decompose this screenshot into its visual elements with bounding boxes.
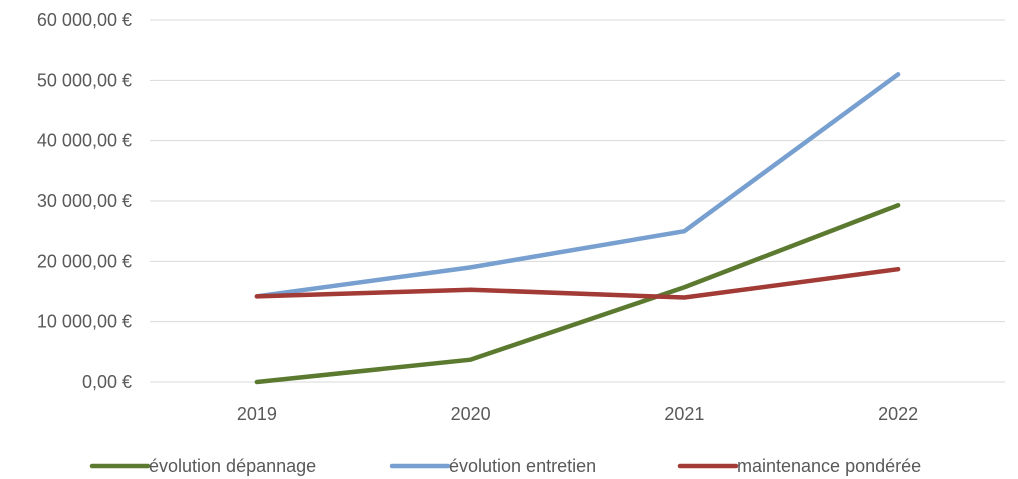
y-tick-label: 60 000,00 €	[37, 10, 132, 30]
y-tick-label: 20 000,00 €	[37, 251, 132, 271]
series-line-2	[254, 72, 901, 299]
legend-label: maintenance pondérée	[737, 456, 921, 476]
legend-label: évolution dépannage	[149, 456, 316, 476]
legend-label: évolution entretien	[449, 456, 596, 476]
x-tick-label: 2020	[451, 404, 491, 424]
x-tick-label: 2019	[237, 404, 277, 424]
y-axis-ticks: 0,00 € 10 000,00 € 20 000,00 € 30 000,00 € 4…	[37, 10, 132, 392]
series-lines	[254, 72, 901, 385]
legend: évolution dépannage évolution entretien ma…	[89, 456, 921, 476]
gridlines	[150, 19, 1005, 383]
x-tick-label: 2021	[664, 404, 704, 424]
y-tick-label: 30 000,00 €	[37, 191, 132, 211]
y-tick-label: 10 000,00 €	[37, 312, 132, 332]
x-axis-ticks: 2019 2020 2021 2022	[237, 404, 918, 424]
y-tick-label: 0,00 €	[82, 372, 132, 392]
y-tick-label: 50 000,00 €	[37, 70, 132, 90]
series-line-3	[254, 266, 901, 300]
series-line-1	[254, 202, 901, 385]
y-tick-label: 40 000,00 €	[37, 131, 132, 151]
x-tick-label: 2022	[878, 404, 918, 424]
